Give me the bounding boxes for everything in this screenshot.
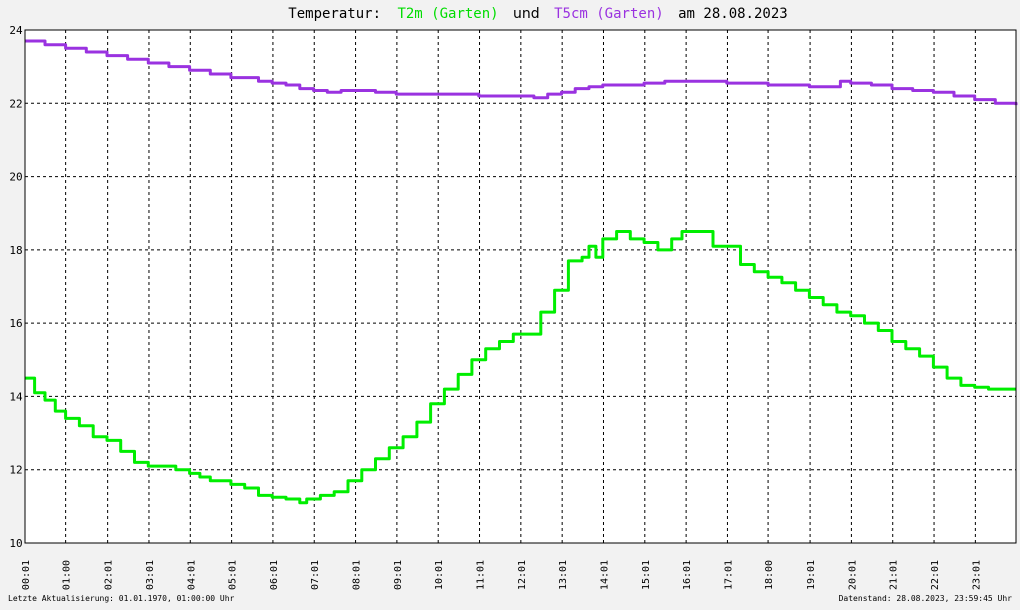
grid-lines	[25, 30, 1016, 543]
y-tick-label: 20	[9, 171, 22, 184]
title-series2-label: T5cm (Garten)	[554, 6, 664, 22]
chart-title: Temperatur: T2m (Garten) und T5cm (Garte…	[288, 6, 787, 22]
x-tick-label: 14:01	[599, 560, 610, 590]
y-tick-label: 10	[9, 537, 22, 550]
y-tick-labels: 10 12 14 16 18 20 22 24	[9, 24, 23, 550]
x-tick-label: 03:01	[145, 560, 156, 590]
x-tick-label: 18:00	[764, 560, 775, 590]
x-tick-label: 05:01	[228, 560, 239, 590]
x-tick-label: 21:01	[889, 560, 900, 590]
y-tick-label: 14	[9, 390, 23, 403]
x-tick-label: 13:01	[558, 560, 569, 590]
y-tick-label: 18	[9, 244, 22, 257]
x-tick-label: 00:01	[21, 560, 32, 590]
x-tick-label: 08:01	[352, 560, 363, 590]
x-tick-label: 02:01	[104, 560, 115, 590]
x-tick-label: 10:01	[434, 560, 445, 590]
x-tick-label: 04:01	[186, 560, 197, 590]
x-tick-label: 07:01	[310, 560, 321, 590]
x-tick-label: 06:01	[269, 560, 280, 590]
y-tick-label: 22	[9, 97, 22, 110]
x-tick-label: 19:01	[806, 560, 817, 590]
footer-last-update: Letzte Aktualisierung: 01.01.1970, 01:00…	[8, 594, 235, 603]
x-tick-label: 11:01	[476, 560, 487, 590]
y-tick-label: 16	[9, 317, 22, 330]
footer-data-status: Datenstand: 28.08.2023, 23:59:45 Uhr	[839, 594, 1013, 603]
x-tick-label: 15:01	[641, 560, 652, 590]
title-suffix: am 28.08.2023	[678, 6, 788, 22]
x-tick-label: 20:01	[847, 560, 858, 590]
title-conjunction: und	[513, 6, 540, 22]
x-tick-label: 01:00	[62, 560, 73, 590]
x-tick-label: 09:01	[393, 560, 404, 590]
title-prefix: Temperatur:	[288, 6, 381, 22]
y-tick-label: 12	[9, 464, 22, 477]
x-tick-labels: 00:01 01:00 02:01 03:01 04:01 05:01 06:01 07:01…	[21, 560, 982, 590]
title-series1-label: T2m (Garten)	[397, 6, 498, 22]
x-tick-label: 17:01	[723, 560, 734, 590]
series-line-t5cm	[25, 39, 1018, 106]
x-tick-label: 16:01	[682, 560, 693, 590]
series-line-t2m	[25, 230, 1016, 505]
series-lines	[25, 39, 1018, 505]
y-tick-label: 24	[9, 24, 23, 37]
x-tick-label: 12:01	[517, 560, 528, 590]
plot-frame	[24, 29, 1017, 544]
x-tick-label: 23:01	[971, 560, 982, 590]
x-tick-label: 22:01	[930, 560, 941, 590]
